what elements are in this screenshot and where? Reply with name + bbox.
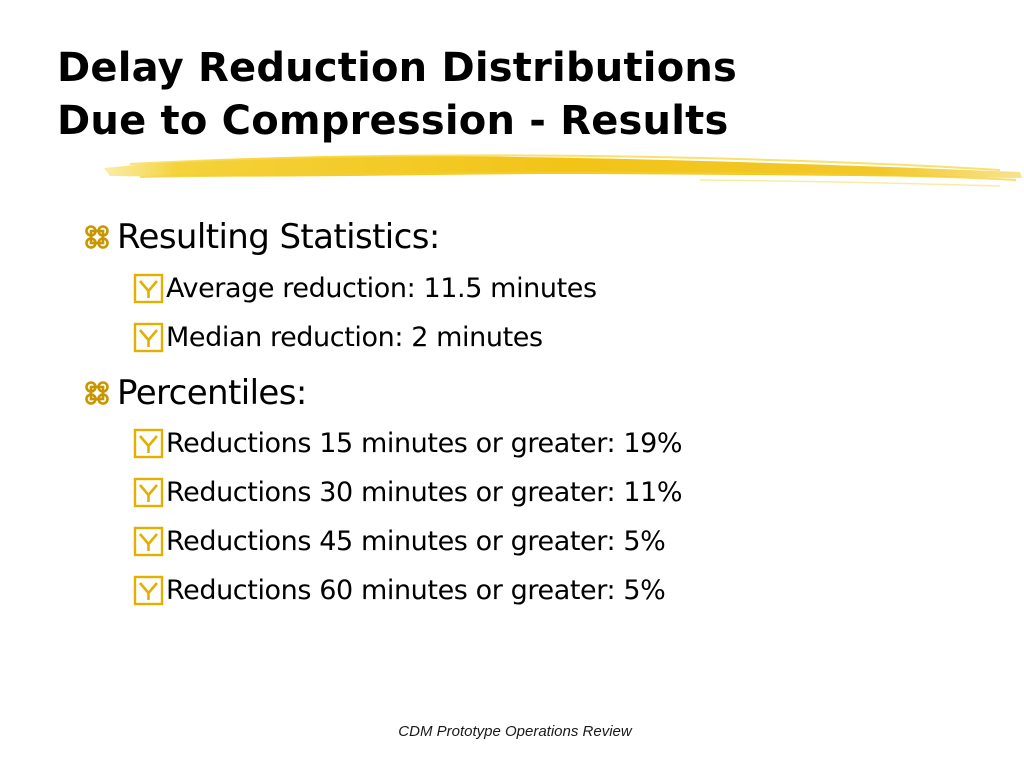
- yellow-checkbox-icon: [133, 575, 164, 605]
- command-icon: [85, 381, 109, 405]
- slide-title-line-2: Due to Compression - Results: [57, 98, 729, 144]
- yellow-checkbox-icon: [133, 273, 164, 303]
- sub-bullet-reductions-15: Reductions 15 minutes or greater: 19%: [133, 425, 683, 461]
- slide-footer: CDM Prototype Operations Review: [0, 723, 1024, 740]
- yellow-checkbox-icon: [133, 526, 164, 556]
- sub-bullet-label: Reductions 15 minutes or greater: 19%: [166, 427, 683, 459]
- yellow-checkbox-icon: [133, 477, 164, 507]
- title-underline-stroke: [104, 154, 1022, 187]
- slide-title: Delay Reduction Distributions Due to Com…: [57, 42, 957, 148]
- sub-bullet-label: Median reduction: 2 minutes: [166, 321, 543, 353]
- footer-text: CDM Prototype Operations Review: [398, 723, 632, 740]
- sub-bullet-label: Reductions 45 minutes or greater: 5%: [166, 525, 666, 557]
- sub-bullet-label: Average reduction: 11.5 minutes: [166, 272, 597, 304]
- yellow-checkbox-icon: [133, 428, 164, 458]
- bullet-percentiles: Percentiles:: [80, 370, 307, 416]
- sub-bullet-reductions-60: Reductions 60 minutes or greater: 5%: [133, 572, 666, 608]
- sub-bullet-reductions-30: Reductions 30 minutes or greater: 11%: [133, 474, 683, 510]
- yellow-checkbox-icon: [133, 322, 164, 352]
- sub-bullet-label: Reductions 60 minutes or greater: 5%: [166, 574, 666, 606]
- sub-bullet-average-reduction: Average reduction: 11.5 minutes: [133, 270, 597, 306]
- sub-bullet-label: Reductions 30 minutes or greater: 11%: [166, 476, 683, 508]
- sub-bullet-median-reduction: Median reduction: 2 minutes: [133, 319, 543, 355]
- command-icon: [85, 225, 109, 249]
- slide-title-line-1: Delay Reduction Distributions: [57, 45, 738, 91]
- bullet-resulting-statistics: Resulting Statistics:: [80, 214, 440, 260]
- bullet-label: Resulting Statistics:: [117, 217, 440, 257]
- sub-bullet-reductions-45: Reductions 45 minutes or greater: 5%: [133, 523, 666, 559]
- bullet-label: Percentiles:: [117, 373, 307, 413]
